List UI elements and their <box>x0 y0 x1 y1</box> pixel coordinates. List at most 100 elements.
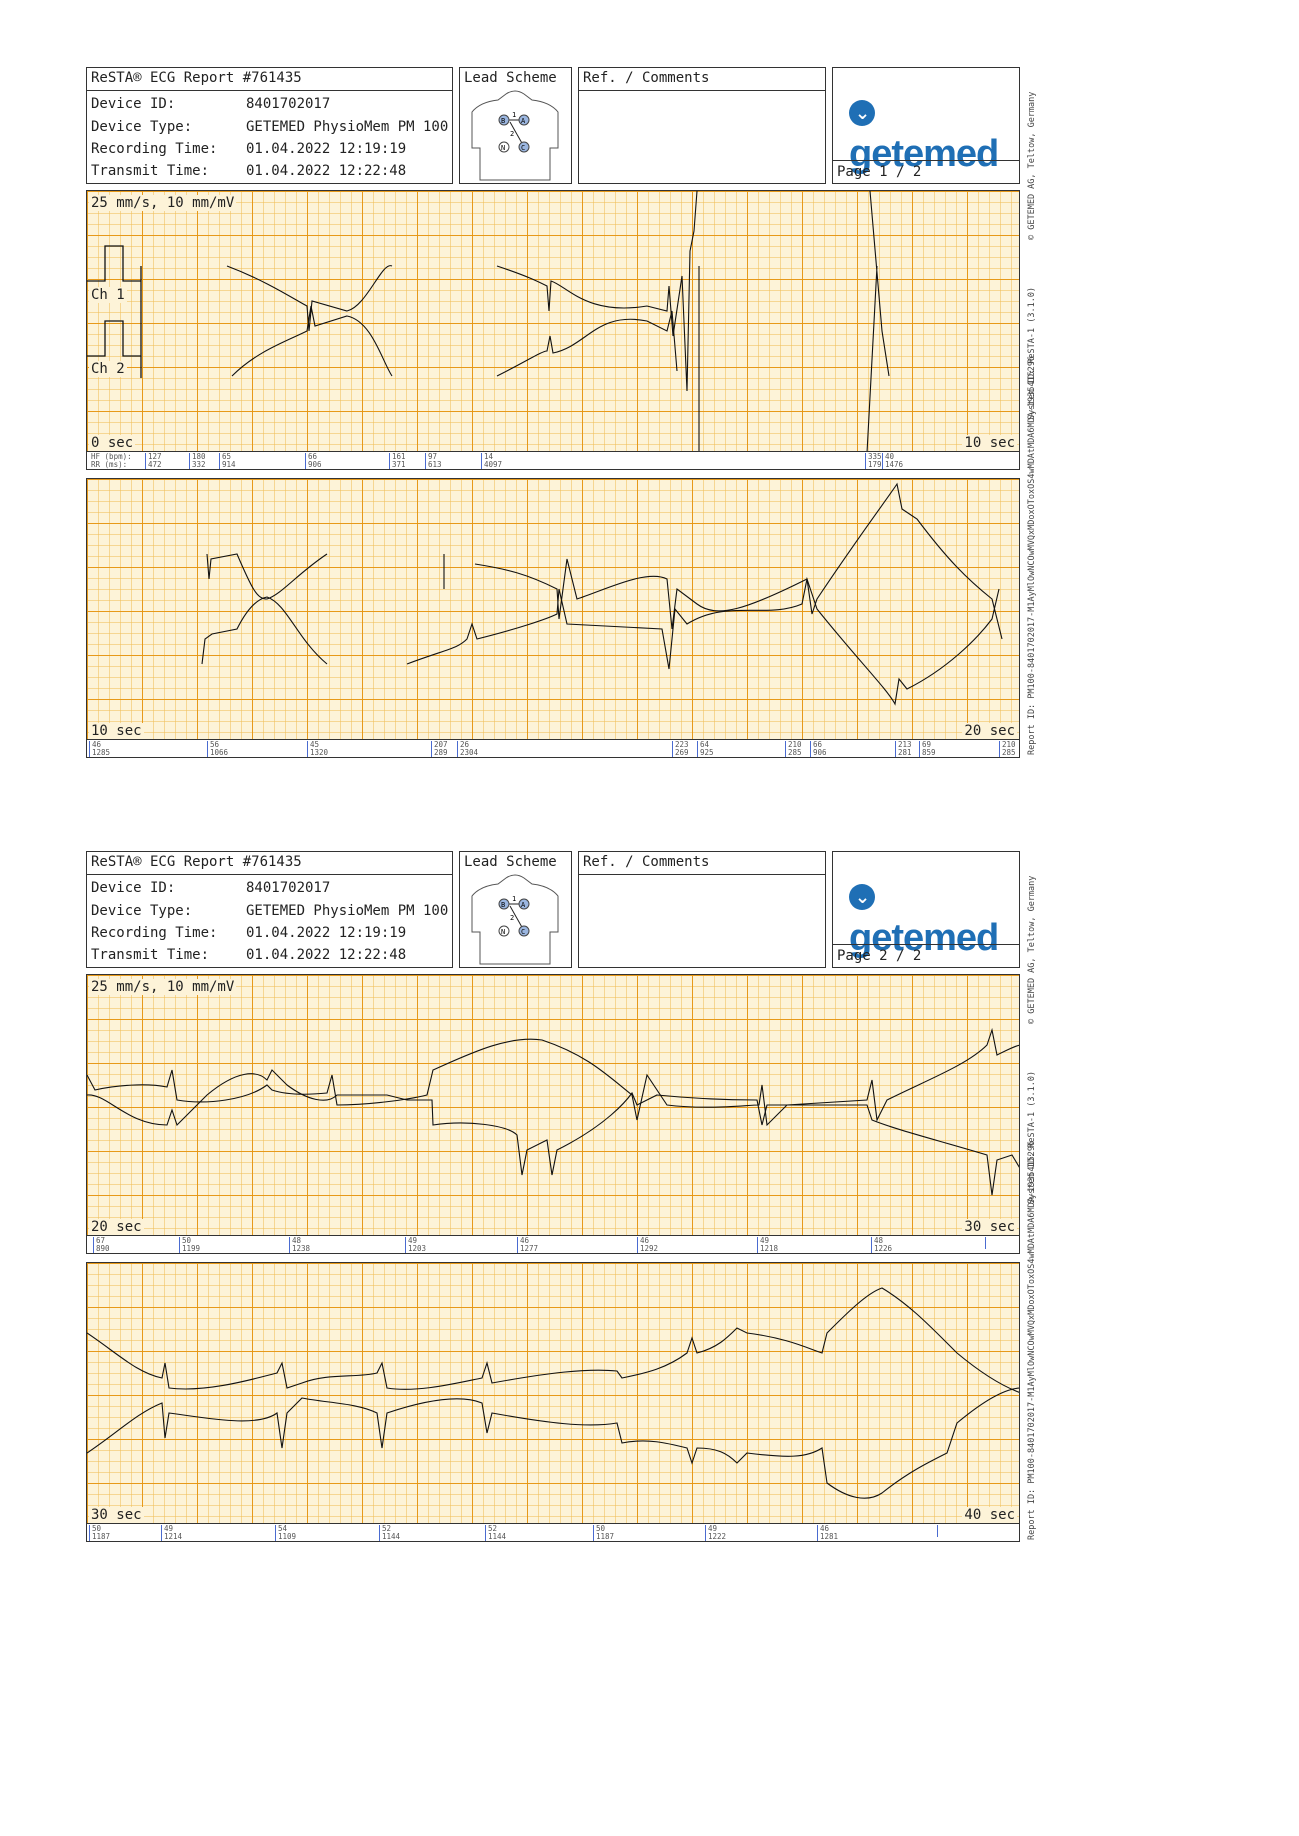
lead-2-label: 2 <box>510 130 514 138</box>
page-number: Page 1 / 2 <box>837 164 922 180</box>
rr-marker: 207 289 <box>431 741 448 757</box>
lead-scheme-diagram: B A N C 1 2 <box>471 90 559 181</box>
rr-marker: 46 1285 <box>89 741 110 757</box>
comments-box: Ref. / Comments <box>578 67 826 184</box>
rr-marker-empty <box>985 1237 988 1249</box>
rr-marker: 46 1277 <box>517 1237 538 1253</box>
speed-label: 25 mm/s, 10 mm/mV <box>89 979 237 995</box>
report-title: ReSTA® ECG Report #761435 <box>91 70 302 86</box>
device-type-row: Device Type: GETEMED PhysioMem PM 100 <box>91 119 449 135</box>
rr-marker: 56 1066 <box>207 741 228 757</box>
electrode-a: A <box>521 117 526 125</box>
recording-time-row: Recording Time: 01.04.2022 12:19:19 <box>91 141 407 157</box>
comments-title: Ref. / Comments <box>583 70 710 86</box>
electrode-c: C <box>521 928 525 936</box>
rr-marker: 46 1281 <box>817 1525 838 1541</box>
lead-scheme-box: Lead Scheme B A N C 1 2 <box>459 851 572 968</box>
rr-marker: 67 890 <box>93 1237 110 1253</box>
rr-marker: 65 914 <box>219 453 236 469</box>
ecg-strip-2: 10 sec 20 sec <box>86 478 1020 740</box>
rr-bar-1: HF (bpm): RR (ms): 127 472 180 332 65 91… <box>86 452 1020 470</box>
side-report: Report ID: PM100-8401702017-M1AyMlOwNCOw… <box>1027 1140 1037 1540</box>
rr-marker: 223 269 <box>672 741 689 757</box>
rr-marker: 50 1187 <box>89 1525 110 1541</box>
recording-time-value: 01.04.2022 12:19:19 <box>246 925 407 941</box>
ecg-strip-3: 25 mm/s, 10 mm/mV 20 sec 30 sec <box>86 974 1020 1236</box>
rr-bar-2: 46 1285 56 1066 45 1320 207 289 26 2304 … <box>86 740 1020 758</box>
device-type-value: GETEMED PhysioMem PM 100 <box>246 119 449 135</box>
device-id-row: Device ID: 8401702017 <box>91 96 331 112</box>
recording-time-row: Recording Time: 01.04.2022 12:19:19 <box>91 925 407 941</box>
lead-scheme-title: Lead Scheme <box>464 70 557 86</box>
rr-marker: 210 285 <box>785 741 802 757</box>
electrode-c: C <box>521 144 525 152</box>
rr-marker: 14 4097 <box>481 453 502 469</box>
side-company: © GETEMED AG, Teltow, Germany <box>1027 91 1037 240</box>
report-info-box: ReSTA® ECG Report #761435 Device ID: 8401… <box>86 851 453 968</box>
rr-marker: 45 1320 <box>307 741 328 757</box>
rr-marker: 335 179 <box>865 453 882 469</box>
ch2-label: Ch 2 <box>89 361 127 377</box>
ecg-strip-4: 30 sec 40 sec <box>86 1262 1020 1524</box>
logo-chevron-icon: ⌄ <box>849 883 875 910</box>
side-company: © GETEMED AG, Teltow, Germany <box>1027 875 1037 1024</box>
electrode-n: N <box>501 144 505 152</box>
rr-marker: 161 371 <box>389 453 406 469</box>
rr-marker: 49 1218 <box>757 1237 778 1253</box>
comments-box: Ref. / Comments <box>578 851 826 968</box>
rr-marker: 54 1109 <box>275 1525 296 1541</box>
rr-marker: 49 1203 <box>405 1237 426 1253</box>
rr-bar-3: 67 890 50 1199 48 1238 49 1203 46 1277 4… <box>86 1236 1020 1254</box>
strip-2-end: 20 sec <box>962 723 1017 739</box>
lead-1-label: 1 <box>512 895 516 903</box>
speed-label: 25 mm/s, 10 mm/mV <box>89 195 237 211</box>
lead-scheme-title: Lead Scheme <box>464 854 557 870</box>
rr-marker: 180 332 <box>189 453 206 469</box>
lead-scheme-diagram: B A N C 1 2 <box>471 874 559 965</box>
rr-marker: 50 1199 <box>179 1237 200 1253</box>
side-report: Report ID: PM100-8401702017-M1AyMlOwNCOw… <box>1027 355 1037 755</box>
electrode-n: N <box>501 928 505 936</box>
device-id-row: Device ID: 8401702017 <box>91 880 331 896</box>
rr-marker: 97 613 <box>425 453 442 469</box>
lead-1-label: 1 <box>512 111 516 119</box>
ecg-trace-2 <box>201 482 1003 706</box>
ecg-trace-4 <box>87 1287 1019 1499</box>
rr-marker-empty <box>937 1525 940 1537</box>
rr-marker: 46 1292 <box>637 1237 658 1253</box>
ecg-trace-1 <box>87 191 890 451</box>
strip-2-start: 10 sec <box>89 723 144 739</box>
rr-marker: 49 1222 <box>705 1525 726 1541</box>
lead-2-label: 2 <box>510 914 514 922</box>
report-info-box: ReSTA® ECG Report #761435 Device ID: 8401… <box>86 67 453 184</box>
rr-marker: 64 925 <box>697 741 714 757</box>
electrode-a: A <box>521 901 526 909</box>
transmit-time-value: 01.04.2022 12:22:48 <box>246 947 407 963</box>
rr-marker: 50 1187 <box>593 1525 614 1541</box>
rr-marker: 127 472 <box>145 453 162 469</box>
rr-marker: 52 1144 <box>485 1525 506 1541</box>
getemed-logo: ⌄getemed <box>849 90 1019 176</box>
page-number: Page 2 / 2 <box>837 948 922 964</box>
rr-marker: 69 859 <box>919 741 936 757</box>
rr-marker: 48 1238 <box>289 1237 310 1253</box>
transmit-time-row: Transmit Time: 01.04.2022 12:22:48 <box>91 947 407 963</box>
logo-box: ⌄getemed Page 2 / 2 <box>832 851 1020 968</box>
rr-marker: 213 281 <box>895 741 912 757</box>
comments-title: Ref. / Comments <box>583 854 710 870</box>
rr-marker: 210 285 <box>999 741 1016 757</box>
strip-4-end: 40 sec <box>962 1507 1017 1523</box>
strip-3-start: 20 sec <box>89 1219 144 1235</box>
rr-marker: 52 1144 <box>379 1525 400 1541</box>
rr-marker: 40 1476 <box>882 453 903 469</box>
rr-marker: 66 906 <box>305 453 322 469</box>
electrode-b: B <box>501 901 505 909</box>
strip-3-end: 30 sec <box>962 1219 1017 1235</box>
rr-marker: 66 906 <box>810 741 827 757</box>
rr-marker: 48 1226 <box>871 1237 892 1253</box>
ecg-strip-1: 25 mm/s, 10 mm/mV Ch 1 Ch 2 0 sec 10 sec <box>86 190 1020 452</box>
logo-chevron-icon: ⌄ <box>849 99 875 126</box>
lead-scheme-box: Lead Scheme B A N C 1 2 <box>459 67 572 184</box>
electrode-b: B <box>501 117 505 125</box>
device-id-value: 8401702017 <box>246 96 331 112</box>
